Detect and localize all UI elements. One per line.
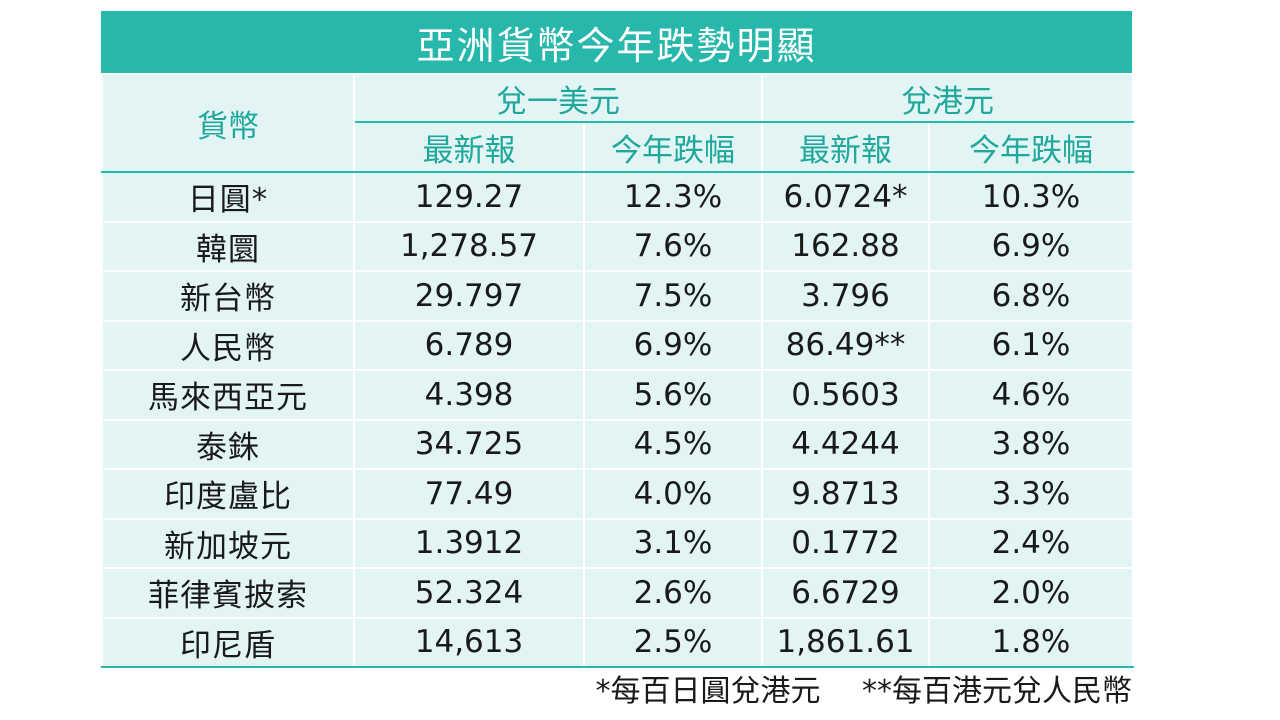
cell-usd-latest: 14,613	[353, 616, 585, 668]
cell-currency-name: 新加坡元	[101, 517, 355, 569]
cell-hkd-drop: 3.3%	[928, 468, 1134, 520]
header-usd-drop: 今年跌幅	[583, 121, 763, 173]
table-body: 日圓* 129.27 12.3% 6.0724* 10.3% 韓圜 1,278.57 7.6%…	[101, 171, 1134, 668]
table-row: 印度盧比 77.49 4.0% 9.8713 3.3%	[101, 468, 1134, 520]
table-row: 泰銖 34.725 4.5% 4.4244 3.8%	[101, 418, 1134, 470]
cell-currency-name: 印尼盾	[101, 616, 355, 668]
cell-hkd-latest: 9.8713	[761, 468, 930, 520]
cell-usd-drop: 5.6%	[583, 369, 763, 421]
header-usd-latest: 最新報	[353, 121, 585, 173]
cell-currency-name: 韓圜	[101, 220, 355, 272]
footnote-yen: *每百日圓兌港元	[595, 674, 821, 709]
cell-hkd-drop: 6.8%	[928, 270, 1134, 322]
cell-usd-drop: 7.5%	[583, 270, 763, 322]
table-row: 韓圜 1,278.57 7.6% 162.88 6.9%	[101, 220, 1134, 272]
cell-hkd-latest: 86.49**	[761, 319, 930, 371]
cell-currency-name: 人民幣	[101, 319, 355, 371]
cell-hkd-latest: 3.796	[761, 270, 930, 322]
cell-currency-name: 印度盧比	[101, 468, 355, 520]
table-row: 日圓* 129.27 12.3% 6.0724* 10.3%	[101, 171, 1134, 223]
cell-hkd-latest: 0.5603	[761, 369, 930, 421]
table-row: 菲律賓披索 52.324 2.6% 6.6729 2.0%	[101, 567, 1134, 619]
cell-usd-drop: 4.5%	[583, 418, 763, 470]
header-hkd-group: 兌港元	[761, 73, 1134, 123]
cell-currency-name: 新台幣	[101, 270, 355, 322]
cell-usd-drop: 2.5%	[583, 616, 763, 668]
cell-hkd-drop: 2.0%	[928, 567, 1134, 619]
cell-usd-drop: 7.6%	[583, 220, 763, 272]
cell-hkd-drop: 2.4%	[928, 517, 1134, 569]
cell-hkd-latest: 0.1772	[761, 517, 930, 569]
cell-usd-latest: 34.725	[353, 418, 585, 470]
cell-usd-drop: 4.0%	[583, 468, 763, 520]
cell-usd-latest: 6.789	[353, 319, 585, 371]
cell-usd-drop: 3.1%	[583, 517, 763, 569]
cell-hkd-drop: 4.6%	[928, 369, 1134, 421]
cell-hkd-latest: 162.88	[761, 220, 930, 272]
cell-usd-latest: 52.324	[353, 567, 585, 619]
cell-hkd-drop: 3.8%	[928, 418, 1134, 470]
table-row: 人民幣 6.789 6.9% 86.49** 6.1%	[101, 319, 1134, 371]
header-currency: 貨幣	[101, 73, 355, 173]
cell-currency-name: 日圓*	[101, 171, 355, 223]
footnotes: *每百日圓兌港元 **每百港元兌人民幣	[101, 666, 1132, 710]
header-usd-group: 兌一美元	[353, 73, 763, 123]
table-row: 印尼盾 14,613 2.5% 1,861.61 1.8%	[101, 616, 1134, 668]
cell-usd-latest: 129.27	[353, 171, 585, 223]
cell-usd-latest: 77.49	[353, 468, 585, 520]
cell-hkd-latest: 6.0724*	[761, 171, 930, 223]
header-hkd-latest: 最新報	[761, 121, 930, 173]
header-hkd-drop: 今年跌幅	[928, 121, 1134, 173]
cell-usd-latest: 1.3912	[353, 517, 585, 569]
cell-hkd-latest: 6.6729	[761, 567, 930, 619]
table-row: 新加坡元 1.3912 3.1% 0.1772 2.4%	[101, 517, 1134, 569]
table-row: 馬來西亞元 4.398 5.6% 0.5603 4.6%	[101, 369, 1134, 421]
cell-usd-drop: 12.3%	[583, 171, 763, 223]
cell-hkd-latest: 4.4244	[761, 418, 930, 470]
cell-hkd-drop: 1.8%	[928, 616, 1134, 668]
cell-currency-name: 馬來西亞元	[101, 369, 355, 421]
currency-table: 貨幣 兌一美元 兌港元 最新報 今年跌幅 最新報 今年跌幅 日圓* 129.27 1…	[101, 73, 1134, 668]
cell-hkd-drop: 6.9%	[928, 220, 1134, 272]
cell-usd-drop: 6.9%	[583, 319, 763, 371]
cell-usd-latest: 1,278.57	[353, 220, 585, 272]
cell-currency-name: 菲律賓披索	[101, 567, 355, 619]
cell-usd-latest: 4.398	[353, 369, 585, 421]
footnote-rmb: **每百港元兌人民幣	[862, 674, 1132, 709]
cell-usd-latest: 29.797	[353, 270, 585, 322]
cell-currency-name: 泰銖	[101, 418, 355, 470]
table-title: 亞洲貨幣今年跌勢明顯	[101, 11, 1132, 73]
cell-hkd-latest: 1,861.61	[761, 616, 930, 668]
cell-hkd-drop: 6.1%	[928, 319, 1134, 371]
currency-table-panel: 亞洲貨幣今年跌勢明顯 貨幣 兌一美元 兌港元 最新報 今年跌幅 最新報 今年跌幅…	[101, 11, 1134, 668]
table-row: 新台幣 29.797 7.5% 3.796 6.8%	[101, 270, 1134, 322]
cell-usd-drop: 2.6%	[583, 567, 763, 619]
cell-hkd-drop: 10.3%	[928, 171, 1134, 223]
